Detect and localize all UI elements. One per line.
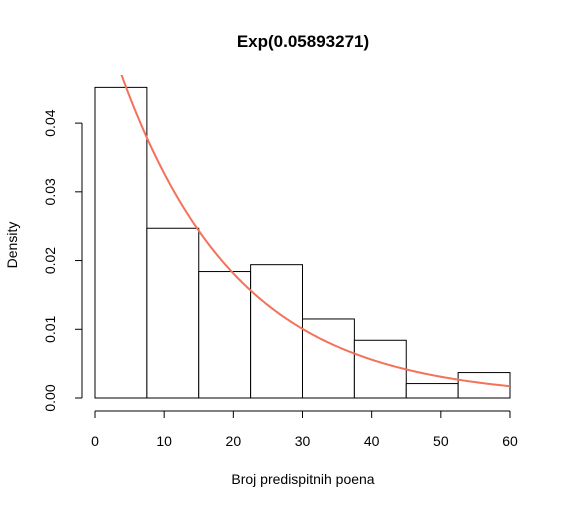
y-tick-label: 0.01 xyxy=(42,315,58,342)
chart-title: Exp(0.05893271) xyxy=(237,32,369,51)
histogram-bars xyxy=(95,87,510,398)
x-tick-label: 0 xyxy=(91,433,99,449)
y-tick-label: 0.02 xyxy=(42,247,58,274)
x-tick-label: 40 xyxy=(364,433,380,449)
y-axis: 0.00 0.01 0.02 0.03 0.04 xyxy=(42,109,82,411)
histogram-bar-5 xyxy=(303,319,355,398)
x-tick-label: 20 xyxy=(226,433,242,449)
histogram-bar-6 xyxy=(354,340,406,398)
x-tick-label: 50 xyxy=(433,433,449,449)
y-tick-label: 0.04 xyxy=(42,109,58,136)
y-tick-label: 0.03 xyxy=(42,178,58,205)
histogram-bar-7 xyxy=(406,384,458,398)
histogram-bar-3 xyxy=(199,272,251,398)
histogram-bar-1 xyxy=(95,87,147,398)
x-axis-title: Broj predispitnih poena xyxy=(231,471,374,487)
histogram-bar-4 xyxy=(251,265,303,398)
histogram-bar-2 xyxy=(147,228,199,398)
x-tick-label: 10 xyxy=(156,433,172,449)
y-axis-title: Density xyxy=(4,222,20,269)
x-tick-label: 60 xyxy=(502,433,518,449)
x-axis: 0 10 20 30 40 50 60 xyxy=(91,411,518,449)
x-tick-label: 30 xyxy=(295,433,311,449)
y-tick-label: 0.00 xyxy=(42,384,58,411)
